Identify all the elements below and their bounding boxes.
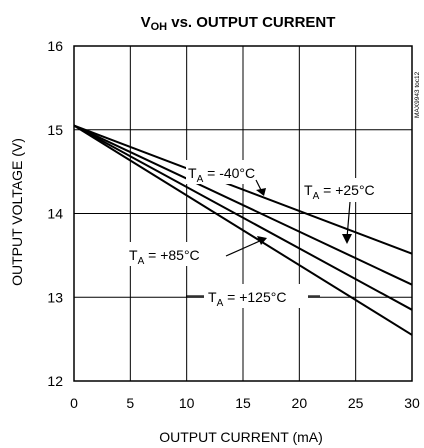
arrowhead (342, 234, 352, 244)
chart-watermark: MAX9943 toc12 (414, 71, 421, 118)
x-tick-labels: 0 5 10 15 20 25 30 (70, 395, 420, 411)
y-tick-label: 16 (47, 38, 63, 54)
series-line-1 (73, 124, 413, 286)
chart-title: VOH vs. OUTPUT CURRENT (141, 14, 336, 33)
x-tick-label: 5 (126, 395, 134, 411)
annotation-label-plus85: TA = +85°C (129, 247, 200, 267)
grid (73, 45, 413, 382)
x-tick-label: 30 (404, 395, 420, 411)
y-tick-label: 13 (47, 289, 63, 305)
annotation-leader (346, 201, 351, 239)
y-tick-label: 12 (47, 373, 63, 389)
annotation-bg (300, 178, 392, 202)
annotation-label-plus125: TA = +125°C (208, 289, 286, 309)
annotation-label-minus40: TA = -40°C (188, 165, 255, 185)
x-tick-label: 15 (235, 395, 251, 411)
annotations: TA = -40°C TA = +25°C TA = +85°C TA = +1… (128, 160, 392, 309)
arrowhead (257, 236, 267, 245)
x-tick-label: 0 (70, 395, 78, 411)
annotation-bg (128, 242, 226, 266)
x-axis-label: OUTPUT CURRENT (mA) (159, 429, 323, 445)
x-tick-label: 25 (348, 395, 364, 411)
y-tick-labels: 12 13 14 15 16 (47, 38, 63, 389)
annotation-bg (204, 284, 308, 308)
series-line-3 (73, 124, 413, 336)
series-lines (73, 124, 413, 336)
annotation-bg (186, 160, 292, 184)
arrowhead (256, 188, 266, 196)
series-line-2 (73, 124, 413, 311)
y-axis-label: OUTPUT VOLTAGE (V) (9, 138, 25, 286)
y-tick-label: 15 (47, 122, 63, 138)
x-tick-label: 20 (292, 395, 308, 411)
annotation-label-plus25: TA = +25°C (304, 182, 375, 202)
series-line-0 (73, 124, 413, 255)
plot-frame (73, 45, 413, 382)
y-tick-label: 14 (47, 206, 63, 222)
x-tick-label: 10 (179, 395, 195, 411)
annotation-leader (225, 239, 263, 257)
